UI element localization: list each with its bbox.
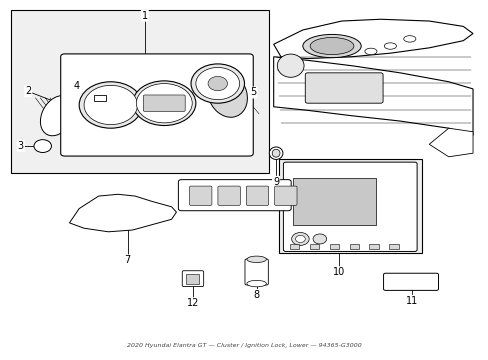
Bar <box>309 244 319 249</box>
Ellipse shape <box>364 48 376 55</box>
FancyBboxPatch shape <box>189 186 211 205</box>
Polygon shape <box>273 57 472 135</box>
FancyBboxPatch shape <box>61 54 253 156</box>
FancyBboxPatch shape <box>218 186 240 205</box>
Ellipse shape <box>272 149 280 157</box>
FancyBboxPatch shape <box>246 186 268 205</box>
Bar <box>11 10 268 173</box>
Circle shape <box>207 76 227 91</box>
Text: 11: 11 <box>406 296 418 306</box>
Polygon shape <box>69 194 176 232</box>
Circle shape <box>191 64 244 103</box>
FancyBboxPatch shape <box>305 73 382 103</box>
Text: 1: 1 <box>142 11 147 21</box>
FancyBboxPatch shape <box>143 95 185 111</box>
Ellipse shape <box>136 84 192 123</box>
Circle shape <box>34 140 51 153</box>
Text: 8: 8 <box>253 290 259 300</box>
Circle shape <box>312 234 326 244</box>
Polygon shape <box>273 19 472 59</box>
Ellipse shape <box>302 35 361 58</box>
Bar <box>186 274 199 284</box>
Text: 6: 6 <box>295 192 302 202</box>
FancyBboxPatch shape <box>244 259 268 285</box>
Circle shape <box>196 67 239 100</box>
FancyBboxPatch shape <box>274 186 296 205</box>
Polygon shape <box>428 128 472 157</box>
Text: 10: 10 <box>332 267 345 277</box>
Ellipse shape <box>207 71 247 117</box>
FancyBboxPatch shape <box>178 180 290 211</box>
Bar <box>329 244 339 249</box>
Ellipse shape <box>403 36 415 42</box>
Ellipse shape <box>246 256 266 262</box>
Text: 4: 4 <box>74 81 80 91</box>
Circle shape <box>79 82 142 128</box>
Circle shape <box>84 85 137 125</box>
Bar <box>349 244 359 249</box>
Ellipse shape <box>246 280 266 287</box>
FancyBboxPatch shape <box>182 271 203 287</box>
Ellipse shape <box>309 37 353 55</box>
Text: 3: 3 <box>18 141 24 151</box>
Text: 5: 5 <box>250 87 256 98</box>
Bar <box>278 158 421 253</box>
Circle shape <box>291 233 308 246</box>
Text: 2: 2 <box>25 86 31 96</box>
Bar <box>289 244 299 249</box>
Ellipse shape <box>132 81 196 126</box>
Text: 7: 7 <box>124 255 131 265</box>
Bar <box>94 95 106 102</box>
Bar <box>369 244 378 249</box>
Text: 9: 9 <box>272 177 279 187</box>
FancyBboxPatch shape <box>383 273 438 291</box>
Bar <box>292 178 375 225</box>
Ellipse shape <box>269 147 283 159</box>
Ellipse shape <box>384 43 396 49</box>
Circle shape <box>295 235 305 243</box>
Bar <box>388 244 398 249</box>
Text: 2020 Hyundai Elantra GT — Cluster / Ignition Lock, Lower — 94365-G3000: 2020 Hyundai Elantra GT — Cluster / Igni… <box>127 343 361 348</box>
Text: 12: 12 <box>186 298 199 308</box>
Ellipse shape <box>41 96 74 136</box>
Ellipse shape <box>277 54 304 77</box>
FancyBboxPatch shape <box>283 162 416 251</box>
